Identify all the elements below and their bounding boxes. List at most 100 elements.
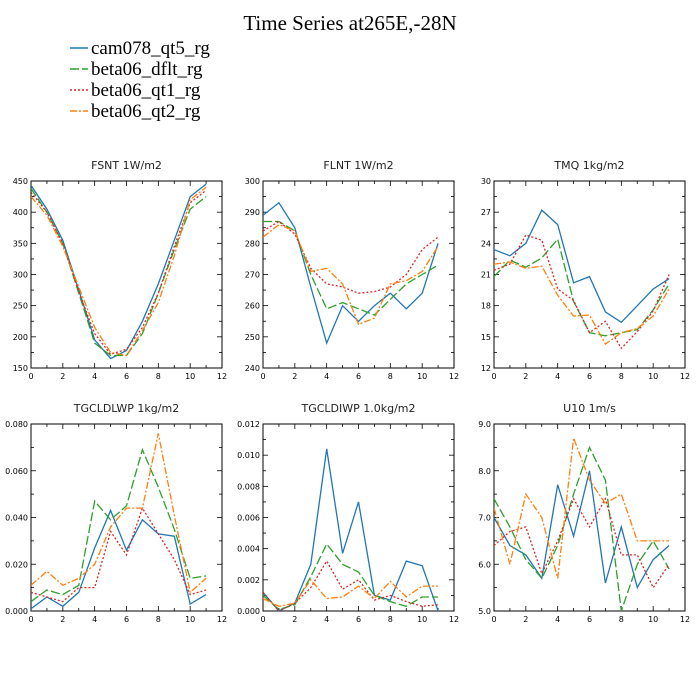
y-tick-label: 290 (245, 208, 260, 217)
x-tick-label: 10 (417, 615, 427, 624)
x-tick-label: 10 (185, 372, 195, 381)
series-line-beta06_qt2_rg (494, 261, 670, 346)
legend-label: beta06_qt1_rg (91, 80, 201, 101)
x-tick-label: 6 (356, 615, 361, 624)
x-tick-label: 4 (555, 615, 560, 624)
y-tick-label: 0.006 (237, 514, 260, 523)
y-tick-label: 5.0 (478, 607, 491, 616)
x-tick-label: 10 (648, 615, 658, 624)
panels: FSNT 1W/m20 2 4 6 8 10 12150200250300350400450… (5, 159, 690, 624)
y-tick-label: 300 (245, 177, 260, 186)
x-tick-label: 2 (60, 615, 65, 624)
y-tick-label: 8.0 (478, 467, 491, 476)
x-tick-label: 4 (92, 372, 97, 381)
x-tick-label: 10 (185, 615, 195, 624)
x-tick-label: 6 (124, 615, 129, 624)
panel-title: FLNT 1W/m2 (323, 159, 393, 172)
chart-panel: FSNT 1W/m2 0 2 4 6 8 10 12 150 200 250 300 350 400 450 (13, 159, 227, 381)
legend: cam078_qt5_rg beta06_dflt_rg beta06_qt1_… (70, 38, 210, 122)
y-tick-label: 0.020 (5, 560, 28, 569)
y-tick-label: 280 (245, 239, 260, 248)
x-tick-label: 10 (417, 372, 427, 381)
chart-panel: U10 1m/s 0 2 4 6 8 10 12 5.0 6.0 7.0 8.0 9.0 (478, 402, 690, 624)
series-line-cam078_qt5_rg (263, 448, 439, 611)
y-tick-label: 0.040 (5, 514, 28, 523)
y-tick-label: 250 (13, 302, 28, 311)
x-tick-label: 0 (28, 372, 33, 381)
x-tick-label: 2 (292, 615, 297, 624)
series-line-beta06_qt2_rg (263, 578, 439, 607)
y-tick-label: 250 (245, 333, 260, 342)
x-tick-label: 12 (449, 372, 459, 381)
legend-label: cam078_qt5_rg (91, 38, 210, 59)
chart-panel: TGCLDLWP 1kg/m2 0 2 4 6 8 10 12 0.000 0.020 0.040 0… (5, 402, 227, 624)
x-tick-label: 6 (587, 372, 592, 381)
series-line-cam078_qt5_rg (494, 209, 670, 324)
x-tick-label: 8 (156, 372, 161, 381)
x-tick-label: 6 (587, 615, 592, 624)
series-line-beta06_qt1_rg (494, 497, 670, 589)
series-line-beta06_qt2_rg (494, 437, 670, 579)
y-tick-label: 0.012 (237, 420, 260, 429)
series-line-cam078_qt5_rg (31, 508, 207, 610)
y-tick-label: 6.0 (478, 560, 491, 569)
figure-title: Time Series at265E,-28N (243, 11, 456, 35)
y-tick-label: 0.080 (5, 420, 28, 429)
legend-entry: cam078_qt5_rg (70, 38, 210, 59)
legend-entry: beta06_qt2_rg (70, 101, 201, 122)
x-tick-label: 12 (217, 372, 227, 381)
x-tick-label: 4 (555, 372, 560, 381)
y-tick-label: 27 (481, 208, 491, 217)
y-tick-label: 200 (13, 333, 28, 342)
y-tick-label: 450 (13, 177, 28, 186)
x-tick-label: 2 (60, 372, 65, 381)
y-tick-label: 30 (481, 177, 491, 186)
chart-panel: TGCLDIWP 1.0kg/m2 0 2 4 6 8 10 12 0.000 0.002 0.00… (237, 402, 459, 624)
y-tick-label: 18 (481, 302, 491, 311)
y-tick-label: 0.060 (5, 467, 28, 476)
x-tick-label: 8 (156, 615, 161, 624)
legend-entry: beta06_qt1_rg (70, 80, 201, 101)
x-tick-label: 8 (388, 615, 393, 624)
x-tick-label: 0 (260, 615, 265, 624)
panel-title: U10 1m/s (563, 402, 616, 415)
legend-label: beta06_dflt_rg (91, 59, 203, 80)
x-tick-label: 2 (523, 615, 528, 624)
y-tick-label: 150 (13, 364, 28, 373)
x-tick-label: 12 (680, 615, 690, 624)
x-tick-label: 6 (124, 372, 129, 381)
panel-title: TGCLDIWP 1.0kg/m2 (300, 402, 415, 415)
y-tick-label: 400 (13, 208, 28, 217)
y-tick-label: 12 (481, 364, 491, 373)
legend-label: beta06_qt2_rg (91, 101, 201, 122)
x-tick-label: 4 (92, 615, 97, 624)
series-line-beta06_qt1_rg (263, 559, 439, 611)
y-tick-label: 21 (481, 271, 491, 280)
y-tick-label: 7.0 (478, 514, 491, 523)
x-tick-label: 0 (491, 372, 496, 381)
panel-title: TGCLDLWP 1kg/m2 (73, 402, 179, 415)
x-tick-label: 4 (324, 372, 329, 381)
y-tick-label: 0.000 (5, 607, 28, 616)
y-tick-label: 0.010 (237, 451, 260, 460)
y-tick-label: 9.0 (478, 420, 491, 429)
y-tick-label: 350 (13, 239, 28, 248)
x-tick-label: 10 (648, 372, 658, 381)
y-tick-label: 300 (13, 271, 28, 280)
legend-entry: beta06_dflt_rg (70, 59, 203, 80)
x-tick-label: 0 (260, 372, 265, 381)
y-tick-label: 15 (481, 333, 491, 342)
y-tick-label: 0.004 (237, 545, 260, 554)
series-line-beta06_qt2_rg (31, 186, 207, 357)
y-tick-label: 260 (245, 302, 260, 311)
chart-panel: FLNT 1W/m2 0 2 4 6 8 10 12 240 250 260 270 280 290 300 (245, 159, 459, 381)
x-tick-label: 8 (619, 372, 624, 381)
series-line-beta06_qt2_rg (31, 433, 207, 594)
series-line-beta06_dflt_rg (31, 447, 207, 603)
y-tick-label: 270 (245, 271, 260, 280)
x-tick-label: 0 (491, 615, 496, 624)
panel-title: TMQ 1kg/m2 (553, 159, 624, 172)
